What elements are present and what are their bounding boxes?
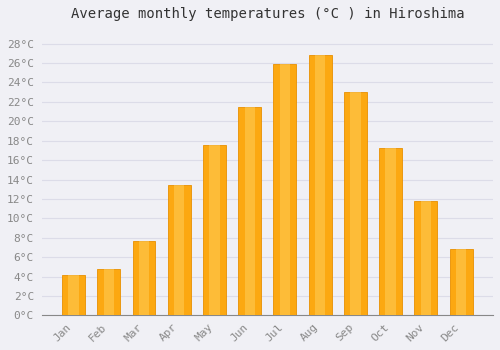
Bar xyxy=(98,269,120,315)
Bar xyxy=(414,201,438,315)
Bar xyxy=(386,148,396,315)
Bar xyxy=(244,107,255,315)
Bar xyxy=(315,55,326,315)
Bar xyxy=(379,148,402,315)
Bar xyxy=(450,250,472,315)
Bar xyxy=(62,275,85,315)
Bar xyxy=(350,92,360,315)
Bar xyxy=(139,241,149,315)
Bar xyxy=(210,145,220,315)
Bar xyxy=(280,64,290,315)
Bar xyxy=(420,201,431,315)
Bar xyxy=(174,186,184,315)
Title: Average monthly temperatures (°C ) in Hiroshima: Average monthly temperatures (°C ) in Hi… xyxy=(70,7,464,21)
Bar xyxy=(274,64,296,315)
Bar xyxy=(308,55,332,315)
Bar xyxy=(203,145,226,315)
Bar xyxy=(104,269,114,315)
Bar xyxy=(132,241,156,315)
Bar xyxy=(344,92,367,315)
Bar xyxy=(238,107,261,315)
Bar xyxy=(168,186,190,315)
Bar xyxy=(68,275,78,315)
Bar xyxy=(456,250,466,315)
